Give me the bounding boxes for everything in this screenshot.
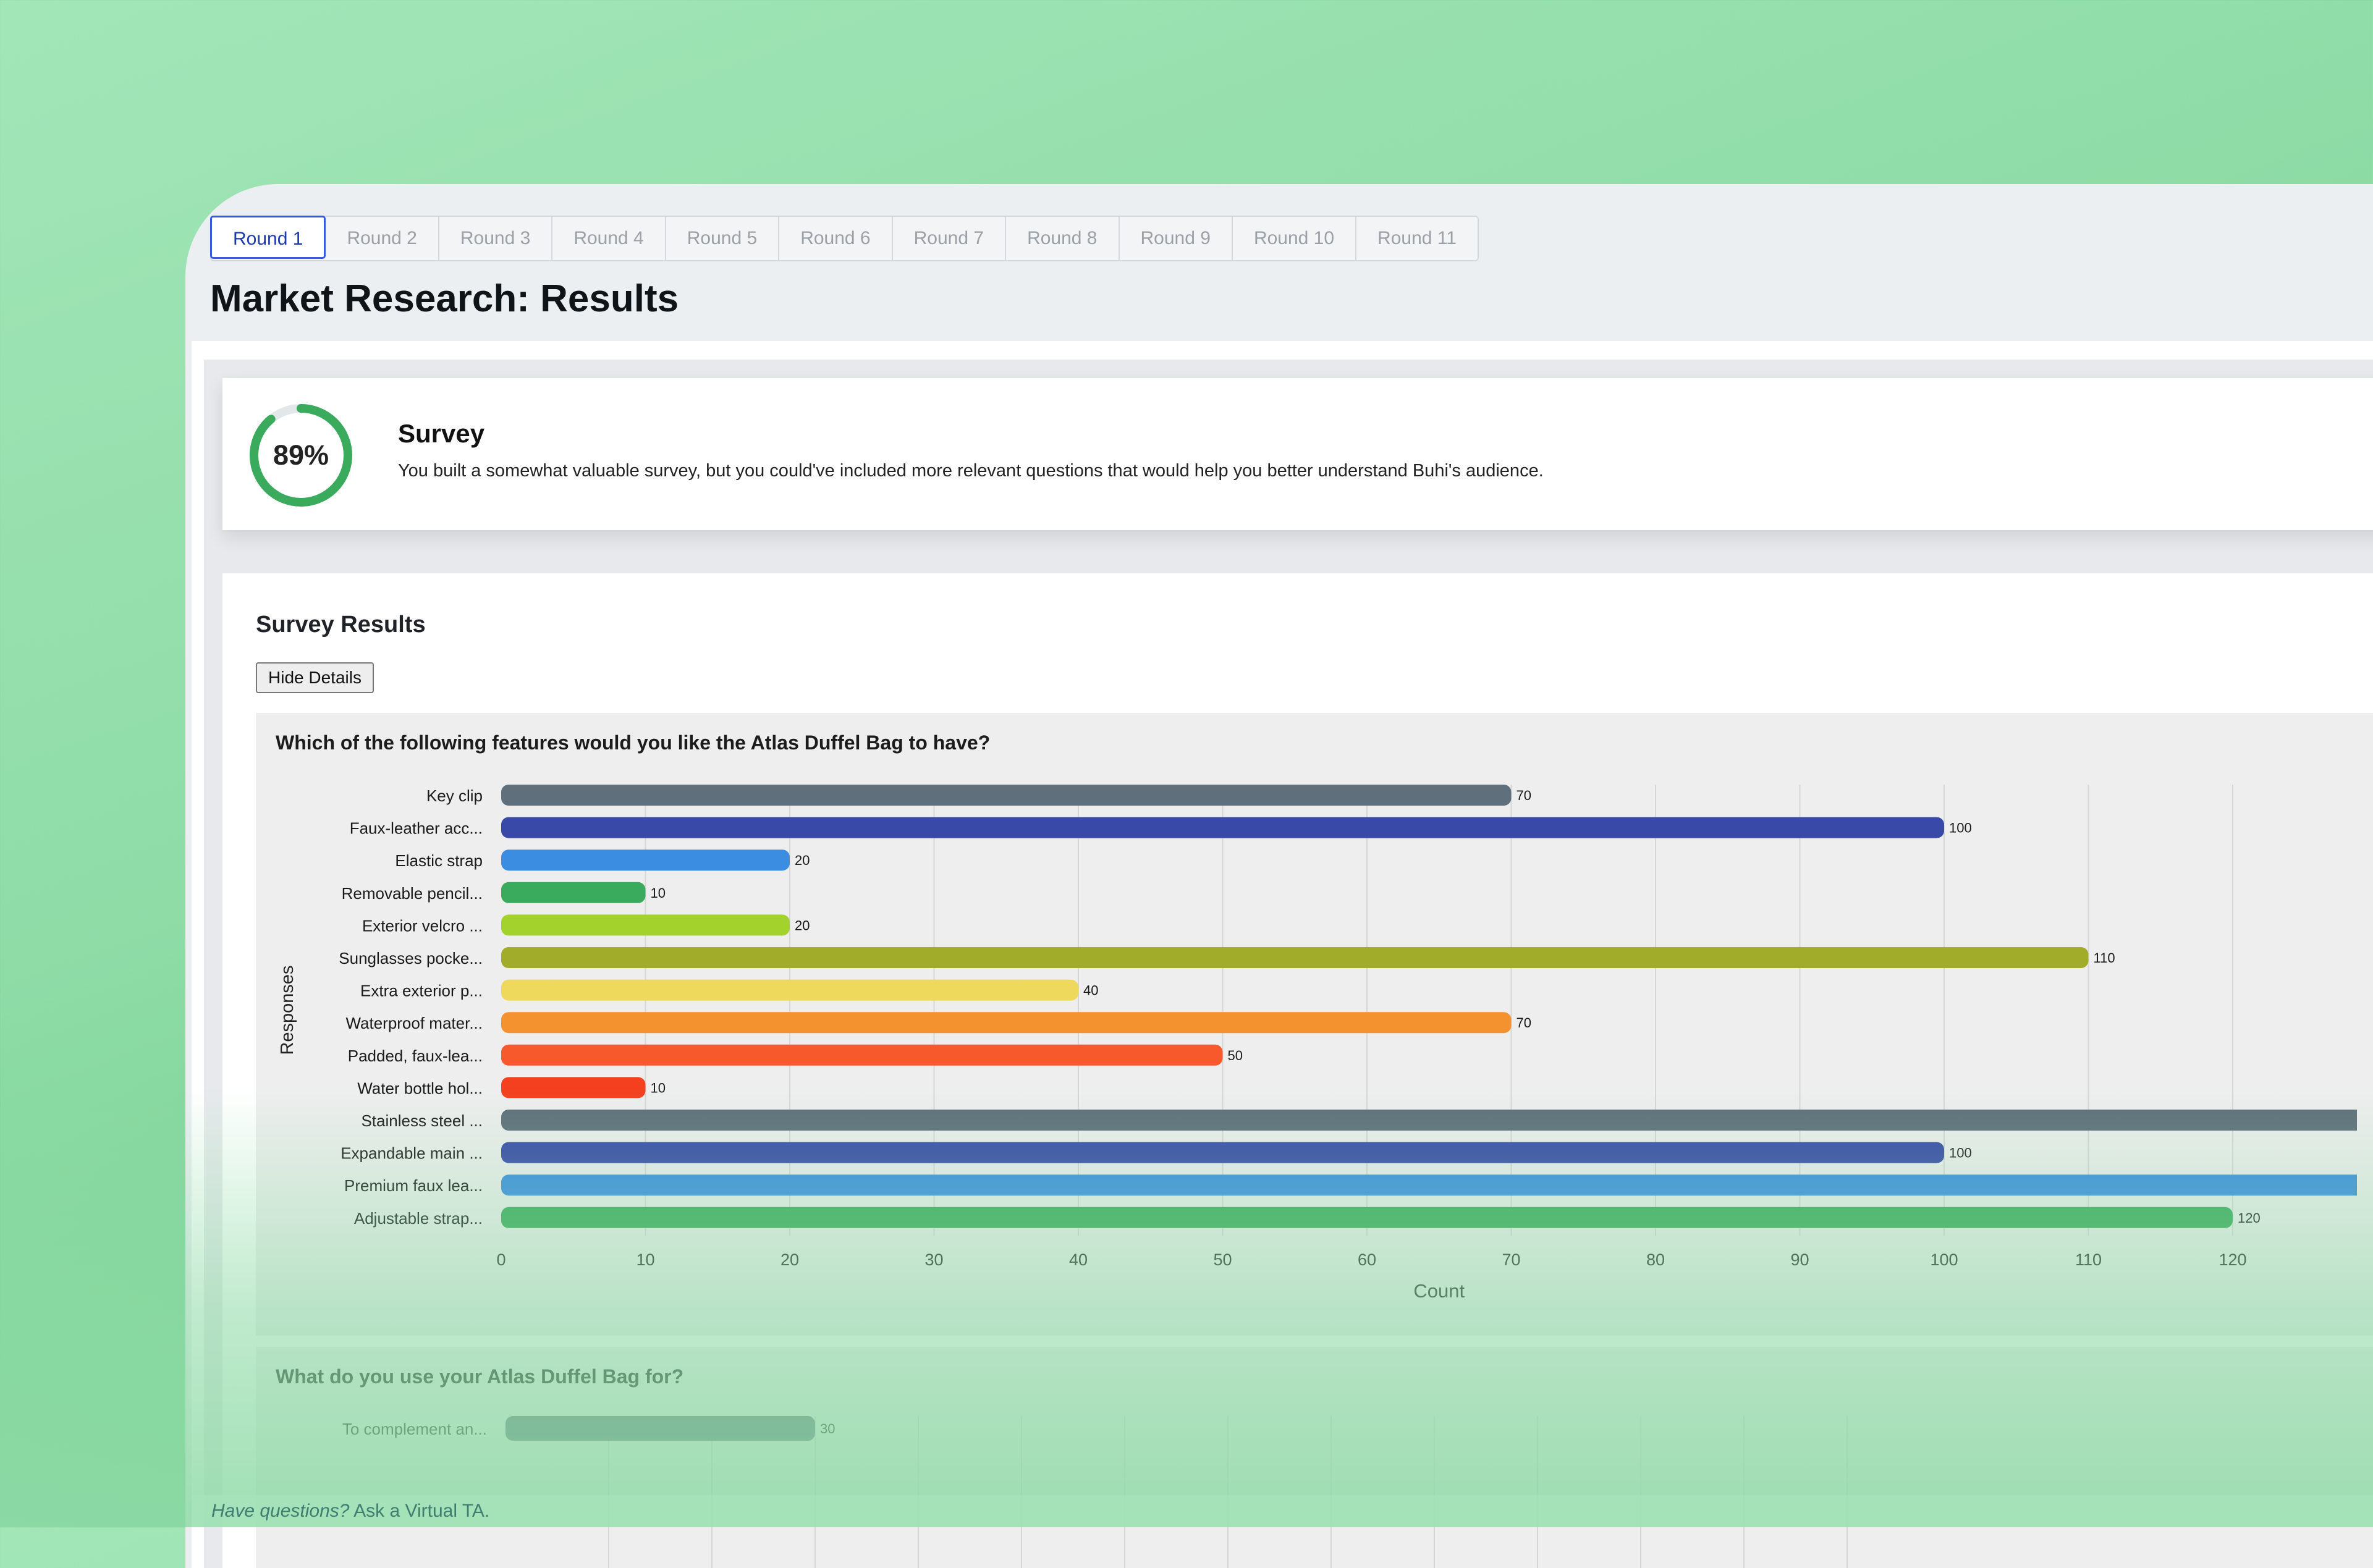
tab-round-5[interactable]: Round 5 <box>666 217 780 260</box>
help-footer: Have questions? Ask a Virtual TA. <box>192 1495 2373 1527</box>
question-title: What do you use your Atlas Duffel Bag fo… <box>276 1365 684 1388</box>
ask-virtual-ta-link[interactable]: Ask a Virtual TA. <box>353 1501 490 1521</box>
bar <box>501 979 1078 1001</box>
question-card: Which of the following features would yo… <box>256 713 2373 1336</box>
hide-details-button[interactable]: Hide Details <box>256 662 374 693</box>
score-value: 89% <box>273 439 329 471</box>
data-label: 40 <box>1083 983 1098 998</box>
page-title: Market Research: Results <box>210 277 679 320</box>
category-label: Expandable main ... <box>341 1144 483 1163</box>
x-tick-label: 60 <box>1358 1250 1376 1269</box>
category-label: To complement an... <box>342 1420 487 1438</box>
data-label: 100 <box>1949 1145 1972 1161</box>
data-label: 50 <box>1228 1048 1243 1063</box>
category-label: Elastic strap <box>395 851 483 870</box>
question-title: Which of the following features would yo… <box>276 731 991 754</box>
x-tick-label: 120 <box>2219 1250 2246 1269</box>
survey-title: Survey <box>398 419 485 448</box>
tab-round-2[interactable]: Round 2 <box>326 217 439 260</box>
bar <box>501 785 1512 806</box>
data-label: 20 <box>795 917 810 933</box>
bar <box>501 947 2089 968</box>
x-tick-label: 30 <box>924 1250 943 1269</box>
data-label: 70 <box>1516 1015 1531 1031</box>
data-label: 110 <box>2094 950 2115 966</box>
category-label: Removable pencil... <box>342 884 483 903</box>
tab-round-6[interactable]: Round 6 <box>779 217 893 260</box>
bar <box>501 1012 1512 1034</box>
category-label: Faux-leather acc... <box>350 819 483 838</box>
x-tick-label: 50 <box>1213 1250 1232 1269</box>
category-label: Padded, faux-lea... <box>348 1047 483 1065</box>
data-label: 20 <box>795 853 810 868</box>
data-label: 30 <box>820 1421 835 1436</box>
x-tick-label: 0 <box>496 1250 505 1269</box>
category-label: Waterproof mater... <box>345 1014 483 1032</box>
app-window: Round 1 Round 2 Round 3 Round 4 Round 5 … <box>185 184 2373 1568</box>
category-label: Extra exterior p... <box>360 982 483 1000</box>
x-tick-label: 90 <box>1790 1250 1809 1269</box>
x-tick-label: 20 <box>780 1250 799 1269</box>
data-label: 120 <box>2238 1210 2261 1226</box>
category-label: Sunglasses pocke... <box>339 949 483 967</box>
help-question: Have questions? <box>211 1501 350 1521</box>
bar <box>501 1142 1944 1163</box>
category-label: Key clip <box>426 786 483 805</box>
x-tick-label: 40 <box>1069 1250 1088 1269</box>
survey-score-card: 89% Survey You built a somewhat valuable… <box>222 378 2373 530</box>
bar <box>505 1416 815 1441</box>
main-content: 89% Survey You built a somewhat valuable… <box>192 341 2373 1568</box>
round-tabs: Round 1 Round 2 Round 3 Round 4 Round 5 … <box>210 216 1479 261</box>
survey-results-card: Survey Results Hide Details Which of the… <box>222 573 2373 1568</box>
tab-round-9[interactable]: Round 9 <box>1120 217 1233 260</box>
score-gauge: 89% <box>242 397 360 514</box>
bar <box>501 1174 2357 1196</box>
content-panel: 89% Survey You built a somewhat valuable… <box>204 360 2373 1568</box>
category-label: Exterior velcro ... <box>362 916 483 935</box>
x-tick-label: 70 <box>1502 1250 1520 1269</box>
data-label: 100 <box>1949 820 1972 836</box>
category-label: Stainless steel ... <box>361 1111 483 1130</box>
tab-round-8[interactable]: Round 8 <box>1006 217 1120 260</box>
category-label: Water bottle hol... <box>357 1079 483 1097</box>
tab-round-3[interactable]: Round 3 <box>439 217 553 260</box>
tab-round-4[interactable]: Round 4 <box>552 217 666 260</box>
bar <box>501 1077 646 1098</box>
tab-round-10[interactable]: Round 10 <box>1233 217 1357 260</box>
score-ring <box>247 401 355 510</box>
score-ring-progress <box>250 404 352 507</box>
category-label: Adjustable strap... <box>354 1209 483 1228</box>
tab-round-11[interactable]: Round 11 <box>1377 228 1457 248</box>
tab-round-7[interactable]: Round 7 <box>893 217 1007 260</box>
bar <box>501 1207 2233 1228</box>
tab-round-1[interactable]: Round 1 <box>210 216 326 259</box>
bar <box>501 817 1944 838</box>
category-label: Premium faux lea... <box>344 1176 483 1195</box>
grid-lines <box>645 785 2233 1236</box>
x-axis-label: Count <box>1413 1280 1465 1302</box>
score-ring-background <box>247 401 355 510</box>
bar <box>501 1110 2357 1131</box>
x-tick-label: 100 <box>1930 1250 1958 1269</box>
usage-bar-chart: To complement an... 30 <box>342 1416 1848 1568</box>
data-label: 70 <box>1516 788 1531 803</box>
bar <box>501 1044 1223 1066</box>
x-tick-label: 110 <box>2075 1250 2102 1269</box>
y-axis-label: Responses <box>277 965 297 1055</box>
bar <box>501 882 646 903</box>
data-label: 10 <box>651 885 666 901</box>
bar <box>501 914 790 936</box>
x-tick-label: 10 <box>636 1250 654 1269</box>
data-label: 10 <box>651 1080 666 1095</box>
survey-description: You built a somewhat valuable survey, bu… <box>398 461 1544 481</box>
question-card: What do you use your Atlas Duffel Bag fo… <box>256 1347 2373 1568</box>
survey-results-title: Survey Results <box>256 612 426 638</box>
x-tick-label: 80 <box>1646 1250 1665 1269</box>
bar <box>501 849 790 871</box>
